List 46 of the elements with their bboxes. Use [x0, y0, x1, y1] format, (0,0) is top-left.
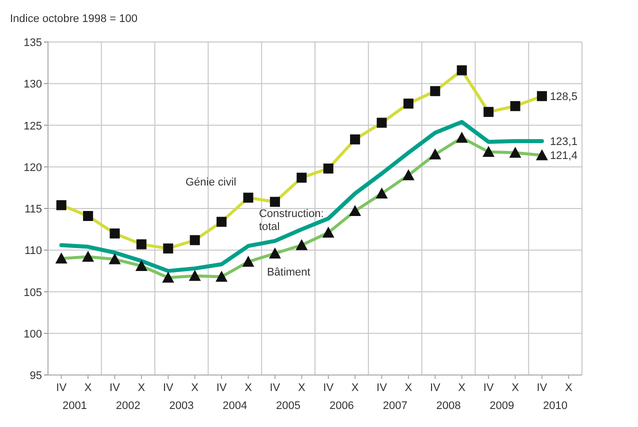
x-tick-label: X: [458, 382, 466, 394]
text: 2007: [382, 400, 408, 412]
x-tick-label: X: [84, 382, 92, 394]
series-label: Construction: total: [258, 208, 324, 233]
x-tick-label: X: [191, 382, 200, 394]
x-tick-label: X: [512, 382, 520, 394]
x-tick-label: IV: [216, 382, 228, 394]
x-tick-label: IV: [536, 382, 548, 394]
y-tick-label: 125: [24, 120, 42, 132]
text: 2003: [169, 400, 194, 412]
data-label: 128,5: [550, 91, 578, 104]
x-tick-label: X: [351, 382, 360, 394]
y-tick-label: 115: [24, 204, 42, 216]
y-tick-label: 135: [24, 37, 42, 49]
data-label: 121,4: [550, 150, 578, 162]
data-label: 123,1: [550, 136, 578, 148]
x-tick-label: IV: [430, 382, 442, 394]
text: 2010: [543, 400, 568, 412]
x-tick-label: IV: [270, 382, 281, 394]
text: 2008: [436, 400, 461, 412]
x-tick-label: X: [404, 382, 413, 394]
text: 2005: [276, 400, 301, 412]
text: 2006: [329, 400, 354, 412]
text: 2002: [116, 400, 140, 412]
x-tick-label: X: [298, 382, 306, 394]
x-tick-label: IV: [56, 382, 68, 394]
x-tick-label: IV: [110, 382, 121, 394]
series-label: Génie civil: [186, 176, 236, 189]
text: 2001: [62, 400, 87, 412]
x-tick-label: X: [244, 382, 253, 394]
x-tick-label: X: [564, 382, 573, 394]
text: 2004: [222, 400, 248, 412]
x-tick-label: IV: [323, 382, 334, 394]
x-tick-label: IV: [483, 382, 494, 394]
y-tick-label: 110: [24, 245, 42, 258]
y-tick-label: 95: [30, 370, 42, 382]
y-tick-label: 100: [24, 328, 42, 340]
y-tick-label: 105: [24, 286, 42, 299]
y-tick-label: 130: [24, 78, 42, 91]
x-tick-label: X: [138, 382, 146, 394]
x-tick-label: IV: [376, 382, 388, 394]
y-tick-label: 120: [24, 162, 42, 174]
y-axis-title: Indice octobre 1998 = 100: [10, 13, 138, 25]
x-tick-label: IV: [162, 382, 174, 394]
text: 2009: [490, 400, 514, 412]
series-label: Bâtiment: [266, 266, 310, 278]
